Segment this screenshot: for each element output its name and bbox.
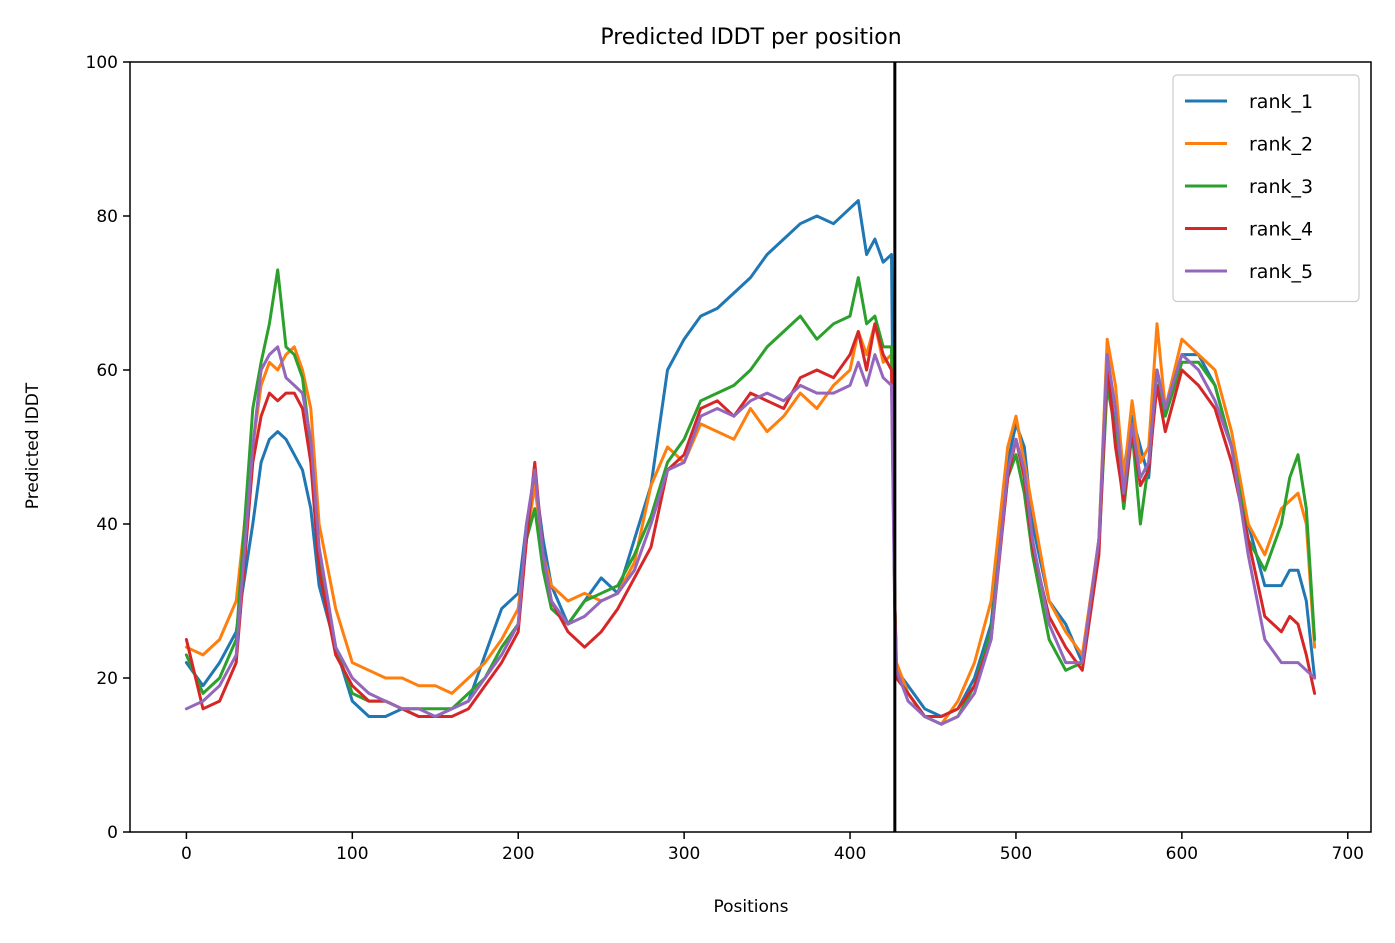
legend-box [1172, 74, 1360, 303]
y-tick-label: 40 [96, 515, 118, 535]
series-group [184, 199, 1317, 726]
y-tick-label: 20 [96, 669, 118, 689]
y-tick-label: 100 [86, 53, 118, 73]
y-tick-label: 60 [96, 361, 118, 381]
legend: rank_1 rank_2 rank_3 rank_4 rank_5 [1172, 74, 1360, 303]
x-tick-label: 600 [1166, 844, 1198, 864]
legend-label: rank_4 [1249, 219, 1313, 241]
chart-title: Predicted lDDT per position [600, 25, 901, 50]
series-line-rank-2 [184, 322, 1317, 726]
x-tick-label: 400 [834, 844, 866, 864]
series-line-rank-3 [184, 268, 1317, 726]
x-tick-label: 500 [1000, 844, 1032, 864]
x-tick-label: 0 [181, 844, 192, 864]
plot-area-frame [129, 61, 1372, 833]
x-tick-label: 700 [1332, 844, 1364, 864]
axis-ticks: 0 100 200 300 400 500 600 700 0 20 40 60 80 100 [86, 53, 1364, 864]
legend-label: rank_1 [1249, 91, 1313, 113]
y-tick-label: 80 [96, 207, 118, 227]
legend-label: rank_2 [1249, 134, 1313, 156]
y-tick-label: 0 [107, 823, 118, 843]
x-tick-label: 100 [336, 844, 368, 864]
x-tick-label: 300 [668, 844, 700, 864]
legend-label: rank_3 [1249, 176, 1313, 198]
x-tick-label: 200 [502, 844, 534, 864]
y-axis-label: Predicted lDDT [23, 382, 43, 509]
x-axis-label: Positions [713, 897, 788, 917]
series-line-rank-5 [184, 345, 1317, 726]
legend-label: rank_5 [1249, 261, 1313, 283]
